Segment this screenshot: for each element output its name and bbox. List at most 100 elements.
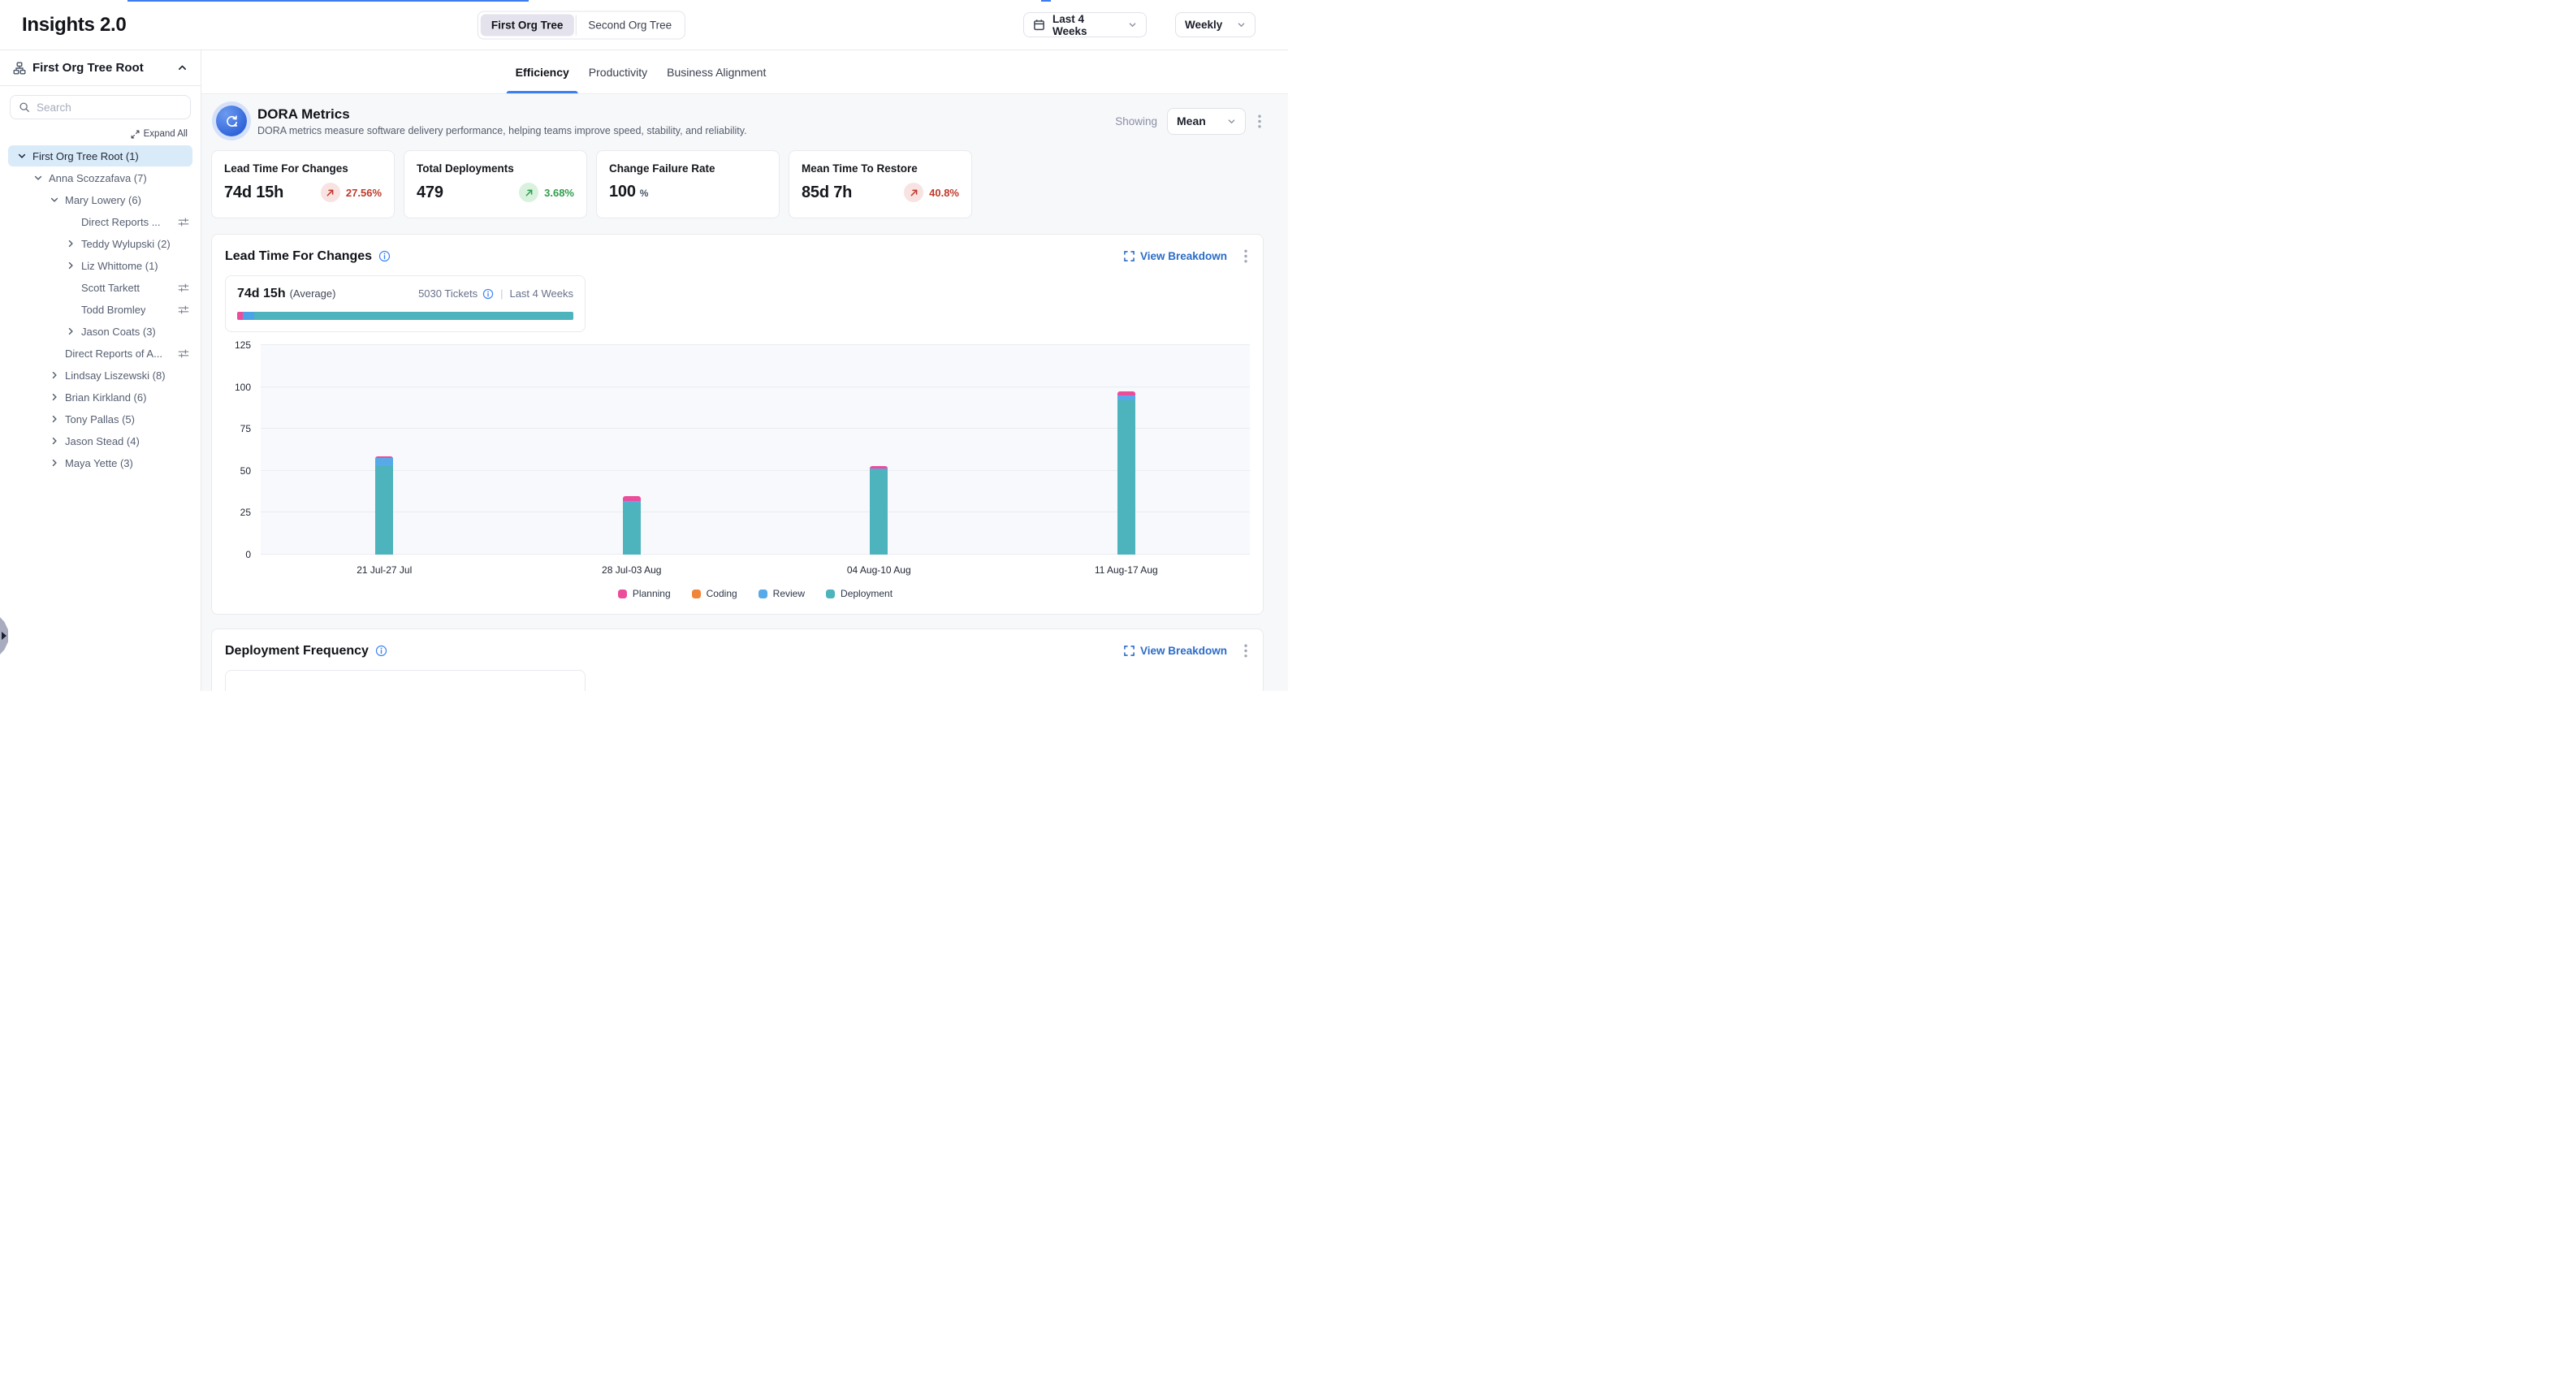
metric-title: Mean Time To Restore <box>802 162 918 175</box>
tree-item-todd-bromley[interactable]: Todd Bromley <box>8 299 192 320</box>
metric-delta-value: 27.56% <box>345 186 382 199</box>
org-toggle-first-org-tree[interactable]: First Org Tree <box>480 14 574 36</box>
legend-item-deployment[interactable]: Deployment <box>826 588 893 599</box>
tab-efficiency[interactable]: Efficiency <box>506 50 578 93</box>
filters-icon[interactable] <box>178 304 189 315</box>
tree-item-teddy-wylupski-2[interactable]: Teddy Wylupski (2) <box>8 233 192 254</box>
kebab-menu-icon[interactable] <box>1256 112 1264 131</box>
metric-delta-value: 40.8% <box>929 186 959 199</box>
metric-card-total-deployments: Total Deployments 479 3.68% <box>404 150 587 218</box>
metric-delta: 3.68% <box>519 183 574 202</box>
tree-item-jason-stead-4[interactable]: Jason Stead (4) <box>8 430 192 451</box>
org-tree-icon <box>13 62 26 75</box>
sidebar-header[interactable]: First Org Tree Root <box>0 50 201 86</box>
tree-item-direct-reports-of-a[interactable]: Direct Reports of A... <box>8 343 192 364</box>
view-breakdown-link[interactable]: View Breakdown <box>1124 250 1227 262</box>
deployment-frequency-header: Deployment Frequency View Breakdown <box>225 641 1250 660</box>
metric-title: Lead Time For Changes <box>224 162 348 175</box>
chevron-right-icon[interactable] <box>49 391 60 403</box>
showing-select[interactable]: Mean <box>1167 107 1246 135</box>
legend-label: Planning <box>632 588 671 599</box>
chevron-right-icon[interactable] <box>49 457 60 469</box>
metric-card-lead-time-for-changes: Lead Time For Changes 74d 15h 27.56% <box>211 150 395 218</box>
bar-segment-planning <box>1117 391 1135 395</box>
lead-time-panel-header: Lead Time For Changes View Breakdown <box>225 247 1250 266</box>
bar-segment-deployment <box>622 503 641 555</box>
gridline <box>261 344 1250 345</box>
tree-item-jason-coats-3[interactable]: Jason Coats (3) <box>8 321 192 342</box>
bar-28-jul-03-aug[interactable] <box>622 495 641 555</box>
expand-all-button[interactable]: Expand All <box>10 129 188 139</box>
metric-value: 479 <box>417 183 443 201</box>
info-icon[interactable] <box>482 288 494 300</box>
legend-item-review[interactable]: Review <box>758 588 805 599</box>
metric-title: Total Deployments <box>417 162 514 175</box>
legend-item-planning[interactable]: Planning <box>617 588 671 599</box>
chevron-down-icon[interactable] <box>49 194 60 205</box>
info-icon[interactable] <box>378 250 391 262</box>
tree-item-label: Todd Bromley <box>81 303 146 316</box>
sidebar-search[interactable] <box>10 95 191 119</box>
metric-delta: 27.56% <box>320 183 382 202</box>
filters-icon[interactable] <box>178 283 189 293</box>
tree-item-brian-kirkland-6[interactable]: Brian Kirkland (6) <box>8 387 192 408</box>
dora-texts: DORA Metrics DORA metrics measure softwa… <box>257 106 747 136</box>
gridline <box>261 428 1250 430</box>
metric-suffix: % <box>639 188 649 199</box>
dora-subtitle: DORA metrics measure software delivery p… <box>257 124 747 136</box>
search-icon <box>19 101 30 113</box>
average-value: 74d 15h <box>237 287 286 300</box>
tree-item-mary-lowery-6[interactable]: Mary Lowery (6) <box>8 189 192 210</box>
info-icon[interactable] <box>375 645 387 657</box>
tree-item-label: Anna Scozzafava (7) <box>49 171 147 184</box>
bar-11-aug-17-aug[interactable] <box>1117 391 1135 555</box>
chevron-right-icon[interactable] <box>65 326 76 337</box>
tab-productivity[interactable]: Productivity <box>588 65 648 79</box>
gridline <box>261 469 1250 471</box>
chevron-down-icon[interactable] <box>32 172 44 184</box>
legend-swatch <box>691 589 701 598</box>
tree-item-liz-whittome-1[interactable]: Liz Whittome (1) <box>8 255 192 276</box>
bar-04-aug-10-aug[interactable] <box>870 465 888 555</box>
kebab-menu-icon[interactable] <box>1242 641 1250 660</box>
dora-controls: Showing Mean <box>1115 107 1264 135</box>
tree-item-tony-pallas-5[interactable]: Tony Pallas (5) <box>8 408 192 430</box>
metric-delta-value: 3.68% <box>544 186 574 199</box>
filters-icon[interactable] <box>178 217 189 227</box>
org-toggle-second-org-tree[interactable]: Second Org Tree <box>577 14 682 36</box>
chevron-down-icon[interactable] <box>16 150 28 162</box>
bar-21-jul-27-jul[interactable] <box>375 456 394 555</box>
search-input[interactable] <box>37 101 182 114</box>
tab-business-alignment[interactable]: Business Alignment <box>667 65 767 79</box>
tree-item-anna-scozzafava-7[interactable]: Anna Scozzafava (7) <box>8 167 192 188</box>
y-axis: 0 25 50 75 100 125 <box>225 339 261 560</box>
granularity-select[interactable]: Weekly <box>1175 12 1256 37</box>
filters-icon[interactable] <box>178 348 189 359</box>
chevron-right-icon[interactable] <box>49 435 60 447</box>
chevron-up-icon[interactable] <box>177 63 188 73</box>
tree-item-lindsay-liszewski-8[interactable]: Lindsay Liszewski (8) <box>8 365 192 386</box>
chevron-down-icon <box>1237 20 1246 29</box>
chevron-right-icon[interactable] <box>49 369 60 381</box>
tree-item-label: Brian Kirkland (6) <box>65 391 147 404</box>
y-tick-label: 50 <box>240 464 251 477</box>
date-range-select[interactable]: Last 4 Weeks <box>1023 12 1147 37</box>
legend-item-coding[interactable]: Coding <box>691 588 737 599</box>
kebab-menu-icon[interactable] <box>1242 247 1250 266</box>
tree-item-maya-yette-3[interactable]: Maya Yette (3) <box>8 452 192 473</box>
panel-expand-tab[interactable] <box>0 617 8 654</box>
tree-item-scott-tarkett[interactable]: Scott Tarkett <box>8 277 192 298</box>
metric-delta: 40.8% <box>904 183 959 202</box>
chevron-down-icon <box>1227 117 1236 126</box>
deployment-summary-card-clipped <box>225 670 586 691</box>
date-range-value: Last 4 Weeks <box>1052 12 1087 37</box>
chevron-right-icon[interactable] <box>65 238 76 249</box>
legend-label: Deployment <box>841 588 893 599</box>
view-breakdown-link[interactable]: View Breakdown <box>1124 645 1227 657</box>
chevron-right-icon[interactable] <box>49 413 60 425</box>
bar-segment-review <box>622 500 641 503</box>
tree-item-direct-reports[interactable]: Direct Reports ... <box>8 211 192 232</box>
tree-item-first-org-tree-root-1[interactable]: First Org Tree Root (1) <box>8 145 192 166</box>
trend-up-arrow-icon <box>519 183 539 202</box>
chevron-right-icon[interactable] <box>65 260 76 271</box>
